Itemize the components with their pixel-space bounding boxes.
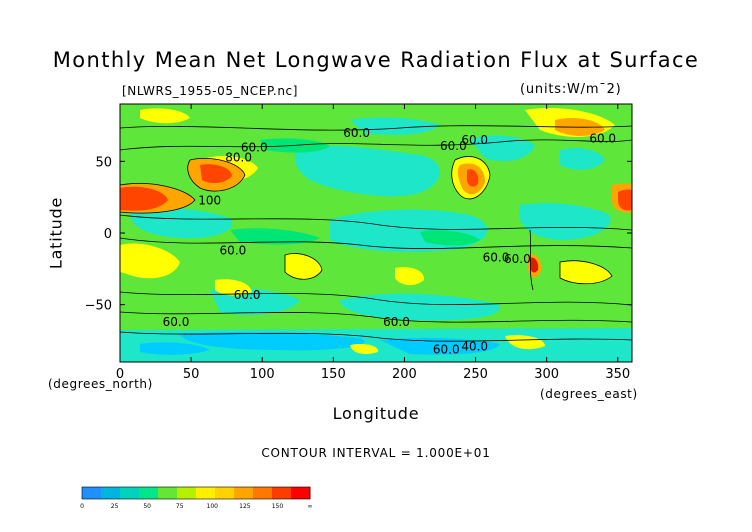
y-tick-label: 50 bbox=[95, 155, 112, 170]
field-region-c120 bbox=[618, 189, 632, 211]
field-region-c40 bbox=[519, 203, 611, 240]
colorbar-tick-label: 75 bbox=[176, 503, 184, 510]
field-region-c80 bbox=[505, 335, 545, 350]
contour-line bbox=[120, 139, 632, 151]
field-region-c10 bbox=[180, 332, 365, 351]
field-region-c50 bbox=[420, 230, 480, 246]
field-region-c80 bbox=[350, 343, 379, 354]
axis-ticks: 0 50 100 150 200 250 300 350 50 0 −50 bbox=[85, 104, 632, 382]
field-region-c40 bbox=[330, 209, 488, 252]
colorbar-frame bbox=[81, 486, 311, 500]
colorbar-swatch bbox=[139, 487, 159, 499]
colorbar-swatch bbox=[101, 487, 121, 499]
colorbar-tick-label: 0 bbox=[80, 503, 84, 510]
field-region-c80 bbox=[215, 279, 252, 296]
colorbar-tick-label: 50 bbox=[143, 503, 151, 510]
contour-lines bbox=[120, 125, 632, 342]
contour-label: 60.0 bbox=[433, 342, 460, 356]
colorbar: 0 25 50 75 100 125 150 ∞ bbox=[80, 486, 313, 510]
contour-label: 60.0 bbox=[163, 315, 190, 329]
colorbar-swatch bbox=[215, 487, 235, 499]
field-region-c40 bbox=[350, 117, 440, 135]
contour-line bbox=[284, 253, 323, 280]
contour-line bbox=[559, 260, 613, 285]
flux-field bbox=[120, 104, 632, 362]
dataset-filename: [NLWRS_1955-05_NCEP.nc] bbox=[122, 84, 299, 98]
contour-labels: 60.060.080.060.060.0 60.010060.060.060.06… bbox=[163, 126, 616, 356]
field-region-c120 bbox=[120, 186, 168, 211]
x-tick-label: 350 bbox=[605, 367, 630, 382]
y-axis-unit-note: (degrees_north) bbox=[48, 377, 153, 391]
x-tick-label: 300 bbox=[534, 367, 559, 382]
chart-title: Monthly Mean Net Longwave Radiation Flux… bbox=[52, 48, 700, 72]
field-region-c40 bbox=[560, 148, 605, 170]
field-region-c10 bbox=[140, 342, 210, 355]
field-region-c80 bbox=[285, 253, 322, 280]
colorbar-swatch bbox=[234, 487, 254, 499]
x-tick-label: 0 bbox=[116, 367, 124, 382]
colorbar-swatch bbox=[120, 487, 140, 499]
colorbar-tick-label: 150 bbox=[272, 503, 284, 510]
colorbar-tick-label: 125 bbox=[239, 503, 251, 510]
field-region-c80 bbox=[395, 267, 425, 286]
contour-label: 60.0 bbox=[383, 315, 410, 329]
colorbar-swatch bbox=[82, 487, 102, 499]
y-tick-label: −50 bbox=[85, 299, 112, 314]
field-region-c50 bbox=[230, 228, 320, 245]
field-region-c80 bbox=[560, 260, 612, 284]
colorbar-tick-label: ∞ bbox=[308, 503, 313, 510]
colorbar-swatch bbox=[158, 487, 178, 499]
contour-line bbox=[120, 291, 632, 306]
field-region-c40 bbox=[129, 207, 233, 239]
field-region-c80 bbox=[140, 108, 190, 124]
colorbar-tick-label: 25 bbox=[111, 503, 119, 510]
contour-label: 60.0 bbox=[589, 132, 616, 146]
x-tick-label: 100 bbox=[250, 367, 275, 382]
contour-label: 60.0 bbox=[220, 244, 247, 258]
contour-label: 40.0 bbox=[461, 340, 488, 354]
x-tick-label: 50 bbox=[183, 367, 200, 382]
field-region-c120 bbox=[200, 164, 232, 184]
contour-line bbox=[529, 229, 534, 291]
colorbar-swatch bbox=[196, 487, 216, 499]
contour-label: 60.0 bbox=[234, 288, 261, 302]
contour-line bbox=[120, 183, 196, 214]
colorbar-swatch bbox=[291, 487, 311, 499]
x-tick-label: 200 bbox=[392, 367, 417, 382]
contour-line bbox=[451, 156, 491, 200]
colorbar-swatch bbox=[177, 487, 197, 499]
contour-label: 60.0 bbox=[440, 139, 467, 153]
y-tick-label: 0 bbox=[104, 227, 112, 242]
field-region-c40 bbox=[294, 145, 440, 197]
contour-label: 60.0 bbox=[504, 252, 531, 266]
contour-interval-note: CONTOUR INTERVAL = 1.000E+01 bbox=[261, 446, 491, 460]
contour-label: 60.0 bbox=[483, 251, 510, 265]
contour-line bbox=[120, 125, 632, 131]
units-label: (units:W/m¯2) bbox=[520, 82, 622, 97]
colorbar-tick-label: 100 bbox=[207, 503, 219, 510]
contour-line bbox=[120, 331, 632, 342]
field-region-c120 bbox=[466, 169, 479, 187]
x-tick-label: 250 bbox=[463, 367, 488, 382]
x-axis-label: Longitude bbox=[332, 404, 420, 423]
field-region-c10 bbox=[380, 337, 500, 355]
field-region-c130 bbox=[530, 257, 539, 273]
colorbar-swatch bbox=[253, 487, 273, 499]
contour-label: 80.0 bbox=[225, 150, 252, 164]
colorbar-swatch bbox=[272, 487, 292, 499]
contour-label: 60.0 bbox=[461, 133, 488, 147]
x-tick-label: 150 bbox=[321, 367, 346, 382]
contour-line bbox=[187, 157, 246, 192]
contour-label: 60.0 bbox=[343, 126, 370, 140]
contour-label: 100 bbox=[198, 193, 221, 207]
x-axis-unit-note: (degrees_east) bbox=[540, 387, 638, 401]
contour-line bbox=[120, 237, 632, 249]
contour-label: 60.0 bbox=[241, 140, 268, 154]
field-region-c40 bbox=[470, 135, 535, 162]
contour-line bbox=[120, 311, 632, 323]
field-region-c80 bbox=[120, 243, 180, 279]
contour-line bbox=[120, 214, 632, 231]
field-region-c40 bbox=[120, 328, 632, 362]
